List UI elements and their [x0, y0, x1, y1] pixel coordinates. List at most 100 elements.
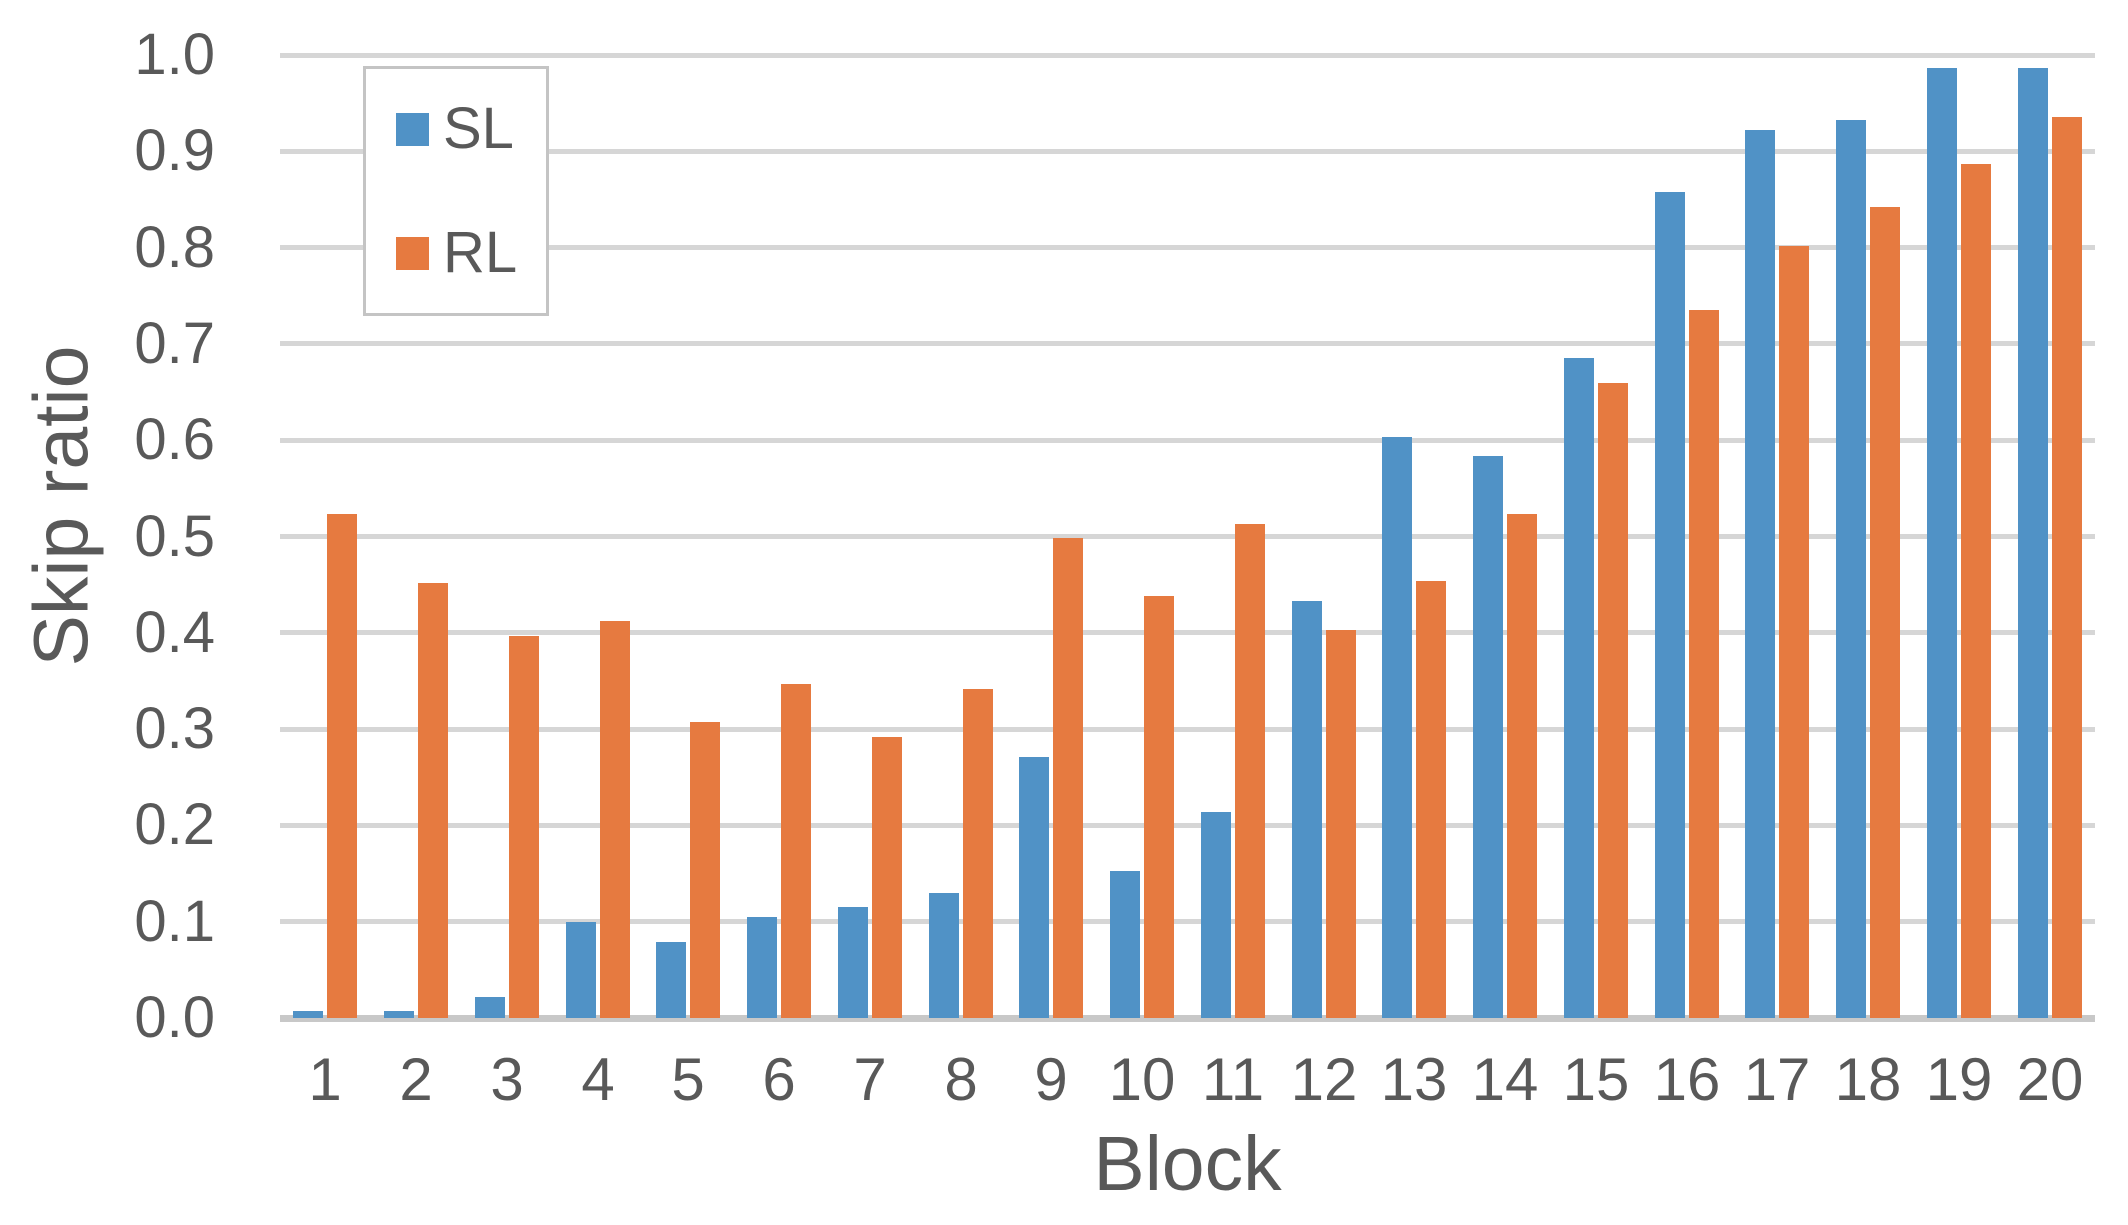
x-tick-label-7: 7 [853, 1046, 887, 1113]
x-tick-label-20: 20 [2016, 1046, 2084, 1113]
x-tick-label-17: 17 [1743, 1046, 1811, 1113]
legend-swatch-sl [396, 112, 429, 146]
gridline-1.0 [280, 53, 2095, 58]
bar-rl-block-12 [1325, 630, 1356, 1018]
bar-sl-block-18 [1836, 120, 1867, 1018]
y-tick-label-1.0: 1.0 [134, 22, 215, 87]
bar-rl-block-1 [327, 514, 358, 1018]
bar-rl-block-19 [1960, 164, 1991, 1018]
bar-sl-block-2 [384, 1011, 415, 1018]
gridline-0.3 [280, 727, 2095, 732]
bar-rl-block-20 [2051, 117, 2082, 1018]
plot-area [280, 53, 2095, 1022]
bar-sl-block-4 [565, 922, 596, 1018]
bar-sl-block-12 [1291, 601, 1322, 1018]
gridline-0.5 [280, 534, 2095, 539]
legend-swatch-rl [396, 236, 429, 270]
bar-sl-block-10 [1110, 871, 1141, 1018]
bar-rl-block-11 [1234, 524, 1265, 1018]
x-axis-title: Block [1093, 1121, 1282, 1207]
bar-group-block-4 [552, 55, 643, 1018]
bar-rl-block-17 [1779, 246, 1810, 1018]
x-tick-label-12: 12 [1290, 1046, 1358, 1113]
bar-group-block-8 [915, 55, 1006, 1018]
y-tick-label-0.7: 0.7 [134, 311, 215, 376]
bar-group-block-16 [1641, 55, 1732, 1018]
bar-group-block-9 [1006, 55, 1097, 1018]
bar-rl-block-9 [1053, 538, 1084, 1018]
bar-rl-block-13 [1416, 581, 1447, 1018]
y-tick-label-0.6: 0.6 [134, 407, 215, 472]
bar-group-block-1 [280, 55, 371, 1018]
bar-group-block-13 [1369, 55, 1460, 1018]
legend-label-rl: RL [443, 220, 518, 285]
bar-sl-block-20 [2017, 68, 2048, 1018]
gridline-0.8 [280, 245, 2095, 250]
bar-rl-block-6 [781, 684, 812, 1018]
y-tick-label-0.8: 0.8 [134, 215, 215, 280]
x-tick-label-5: 5 [671, 1046, 705, 1113]
x-tick-label-19: 19 [1925, 1046, 1993, 1113]
y-tick-label-0.9: 0.9 [134, 118, 215, 183]
bar-rl-block-10 [1144, 596, 1175, 1018]
y-tick-label-0.2: 0.2 [134, 792, 215, 857]
gridline-0.6 [280, 438, 2095, 443]
bar-group-block-15 [1551, 55, 1642, 1018]
bar-sl-block-8 [928, 893, 959, 1018]
bar-rl-block-8 [962, 689, 993, 1018]
x-tick-label-4: 4 [581, 1046, 615, 1113]
x-tick-label-16: 16 [1653, 1046, 1721, 1113]
bar-sl-block-15 [1563, 358, 1594, 1018]
legend-item-sl: SL [396, 100, 546, 158]
bar-group-block-12 [1278, 55, 1369, 1018]
x-tick-label-3: 3 [490, 1046, 524, 1113]
bar-sl-block-9 [1019, 757, 1050, 1018]
x-tick-label-1: 1 [308, 1046, 342, 1113]
bar-sl-block-5 [656, 942, 687, 1018]
bar-group-block-10 [1097, 55, 1188, 1018]
gridline-0.7 [280, 341, 2095, 346]
bar-sl-block-6 [747, 917, 778, 1018]
gridline-0.1 [280, 919, 2095, 924]
bar-group-block-3 [462, 55, 553, 1018]
bar-rl-block-3 [508, 636, 539, 1018]
legend-label-sl: SL [443, 96, 514, 161]
x-axis-line [280, 1015, 2095, 1022]
bar-sl-block-7 [837, 907, 868, 1018]
x-tick-label-14: 14 [1471, 1046, 1539, 1113]
x-tick-label-18: 18 [1834, 1046, 1902, 1113]
x-tick-label-10: 10 [1108, 1046, 1176, 1113]
legend-item-rl: RL [396, 224, 546, 282]
bar-sl-block-13 [1382, 437, 1413, 1018]
y-axis-tick-labels: 0.0 0.1 0.2 0.3 0.4 0.5 0.6 0.7 0.8 0.9 1.0 [0, 26, 215, 1047]
y-tick-label-0.1: 0.1 [134, 889, 215, 954]
x-tick-label-11: 11 [1201, 1046, 1265, 1113]
legend: SL RL [363, 66, 549, 316]
bar-rl-block-2 [418, 583, 449, 1018]
bar-sl-block-1 [293, 1011, 324, 1018]
gridline-0.2 [280, 823, 2095, 828]
bar-rl-block-5 [690, 722, 721, 1018]
bar-group-block-2 [371, 55, 462, 1018]
bar-rl-block-18 [1870, 207, 1901, 1018]
bar-group-block-18 [1823, 55, 1914, 1018]
bar-sl-block-3 [474, 997, 505, 1018]
bar-rl-block-7 [871, 737, 902, 1018]
bar-group-block-14 [1460, 55, 1551, 1018]
x-tick-label-9: 9 [1034, 1046, 1068, 1113]
x-tick-label-13: 13 [1380, 1046, 1448, 1113]
bar-sl-block-16 [1654, 192, 1685, 1018]
x-tick-label-8: 8 [944, 1046, 978, 1113]
bar-group-block-5 [643, 55, 734, 1018]
bar-sl-block-19 [1926, 68, 1957, 1018]
bar-rl-block-15 [1597, 383, 1628, 1018]
y-tick-label-0.3: 0.3 [134, 696, 215, 761]
y-tick-label-0.5: 0.5 [134, 504, 215, 569]
bar-group-block-20 [2004, 55, 2095, 1018]
gridline-0.4 [280, 630, 2095, 635]
gridline-0.9 [280, 149, 2095, 154]
x-axis-tick-labels: 1 2 3 4 5 6 7 8 9 10 11 12 13 14 15 16 17 18 19 20 [280, 1018, 2095, 1113]
bar-sl-block-11 [1200, 812, 1231, 1018]
bar-group-block-7 [825, 55, 916, 1018]
